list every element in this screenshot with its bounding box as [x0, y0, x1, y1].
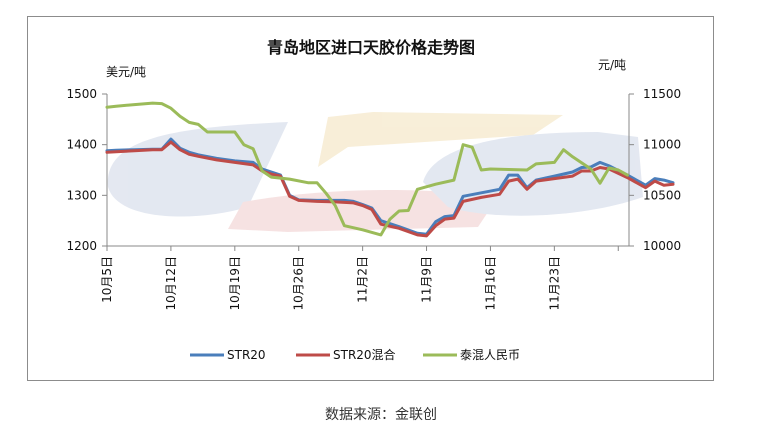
x-tick-label: 10月12日 [164, 256, 178, 311]
x-tick-label: 11月16日 [483, 256, 497, 311]
y-axis-right-label: 元/吨 [598, 58, 626, 72]
y-axis-left-label: 美元/吨 [106, 65, 146, 79]
source-caption: 数据来源：金联创 [325, 407, 437, 423]
x-tick-label: 10月19日 [228, 256, 242, 311]
y-right-tick-label: 11500 [643, 87, 681, 101]
x-tick-label: 11月2日 [356, 256, 370, 303]
x-tick-label: 10月26日 [292, 256, 306, 311]
y-left-tick-label: 1300 [66, 188, 97, 202]
series-line-3 [105, 101, 629, 237]
y-right-tick-label: 10000 [643, 239, 681, 253]
legend-label-3: 泰混人民币 [460, 348, 520, 362]
x-tick-label: 11月9日 [420, 256, 434, 303]
x-tick-label: 11月23日 [547, 256, 561, 311]
y-left-tick-label: 1500 [66, 87, 97, 101]
series-line-2 [105, 140, 675, 238]
chart-title: 青岛地区进口天胶价格走势图 [267, 38, 475, 57]
x-tick-label: 10月5日 [100, 256, 114, 303]
y-right-tick-label: 10500 [643, 188, 681, 202]
y-right-tick-label: 11000 [643, 138, 681, 152]
legend-label-1: STR20 [227, 348, 266, 362]
y-left-tick-label: 1200 [66, 239, 97, 253]
series-line-1 [105, 137, 675, 236]
legend-label-2: STR20混合 [333, 347, 396, 362]
y-left-tick-label: 1400 [66, 138, 97, 152]
chart-frame: 青岛地区进口天胶价格走势图美元/吨 元/吨 1500 1400 1300 1200 1150… [27, 16, 714, 381]
